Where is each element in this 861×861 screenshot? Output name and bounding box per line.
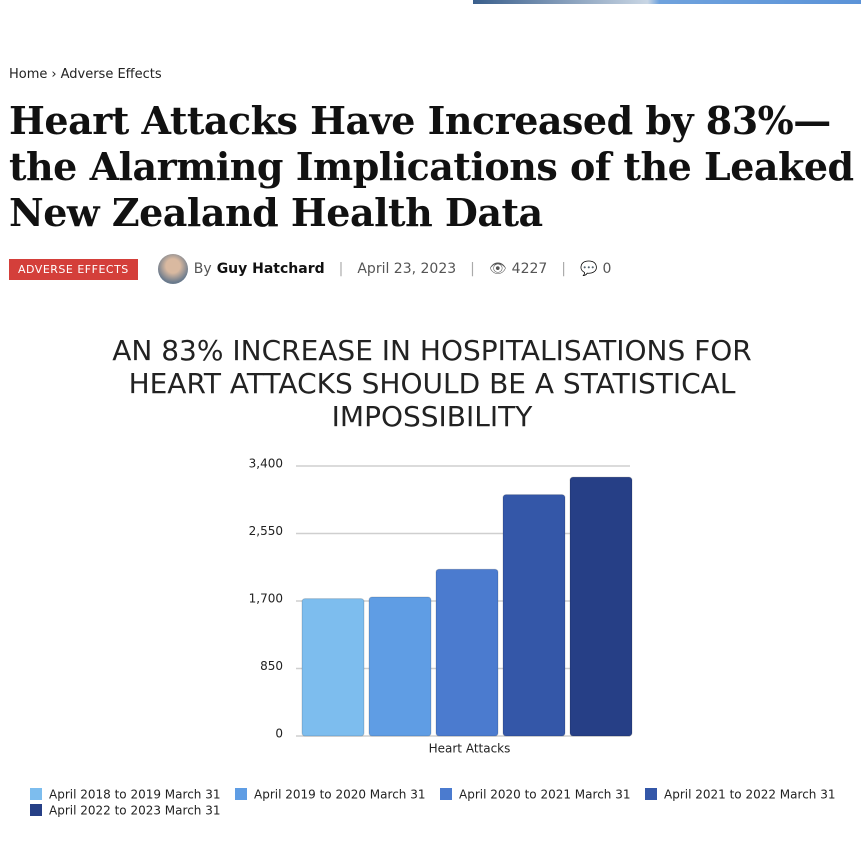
bar <box>435 568 499 737</box>
legend-swatch <box>30 788 42 800</box>
legend-swatch <box>30 804 42 816</box>
y-tick-label: 850 <box>260 659 283 673</box>
legend-label: April 2020 to 2021 March 31 <box>459 788 630 802</box>
view-count: 4227 <box>511 261 548 277</box>
chart-title: AN 83% INCREASE IN HOSPITALISATIONS FOR … <box>112 334 752 433</box>
bar <box>569 476 633 737</box>
category-badge[interactable]: ADVERSE EFFECTS <box>9 258 138 280</box>
author-avatar[interactable] <box>157 254 188 284</box>
author-name[interactable]: Guy Hatchard <box>216 261 325 277</box>
top-image <box>473 0 861 4</box>
y-tick-label: 3,400 <box>249 457 283 471</box>
by-label: By <box>193 261 212 277</box>
separator: | <box>561 261 567 277</box>
separator: | <box>470 261 475 277</box>
article-title: Heart Attacks Have Increased by 83%—the … <box>9 98 854 235</box>
breadcrumb: Home › Adverse Effects <box>9 67 166 82</box>
breadcrumb-separator: › <box>51 67 57 82</box>
breadcrumb-home[interactable]: Home <box>9 67 48 82</box>
comments-icon: 💬 <box>580 261 598 277</box>
bar <box>301 598 365 737</box>
legend-swatch <box>645 788 657 800</box>
y-tick-label: 0 <box>275 727 283 741</box>
comment-count[interactable]: 0 <box>602 261 612 277</box>
legend-label: April 2018 to 2019 March 31 <box>49 788 220 802</box>
breadcrumb-section[interactable]: Adverse Effects <box>60 67 162 82</box>
bar <box>368 596 432 737</box>
publish-date: April 23, 2023 <box>357 261 457 277</box>
legend-swatch <box>235 788 247 800</box>
legend-label: April 2022 to 2023 March 31 <box>49 804 220 818</box>
bar <box>502 494 566 737</box>
legend-label: April 2019 to 2020 March 31 <box>254 788 425 802</box>
y-tick-label: 2,550 <box>249 524 283 538</box>
y-tick-label: 1,700 <box>249 592 283 606</box>
x-tick-label: Heart Attacks <box>429 742 511 756</box>
views-icon: 👁 <box>488 261 507 277</box>
article-meta: ADVERSE EFFECTS By Guy Hatchard | April … <box>9 254 611 284</box>
legend-swatch <box>440 788 452 800</box>
separator: | <box>338 261 344 277</box>
legend-label: April 2021 to 2022 March 31 <box>664 788 835 802</box>
